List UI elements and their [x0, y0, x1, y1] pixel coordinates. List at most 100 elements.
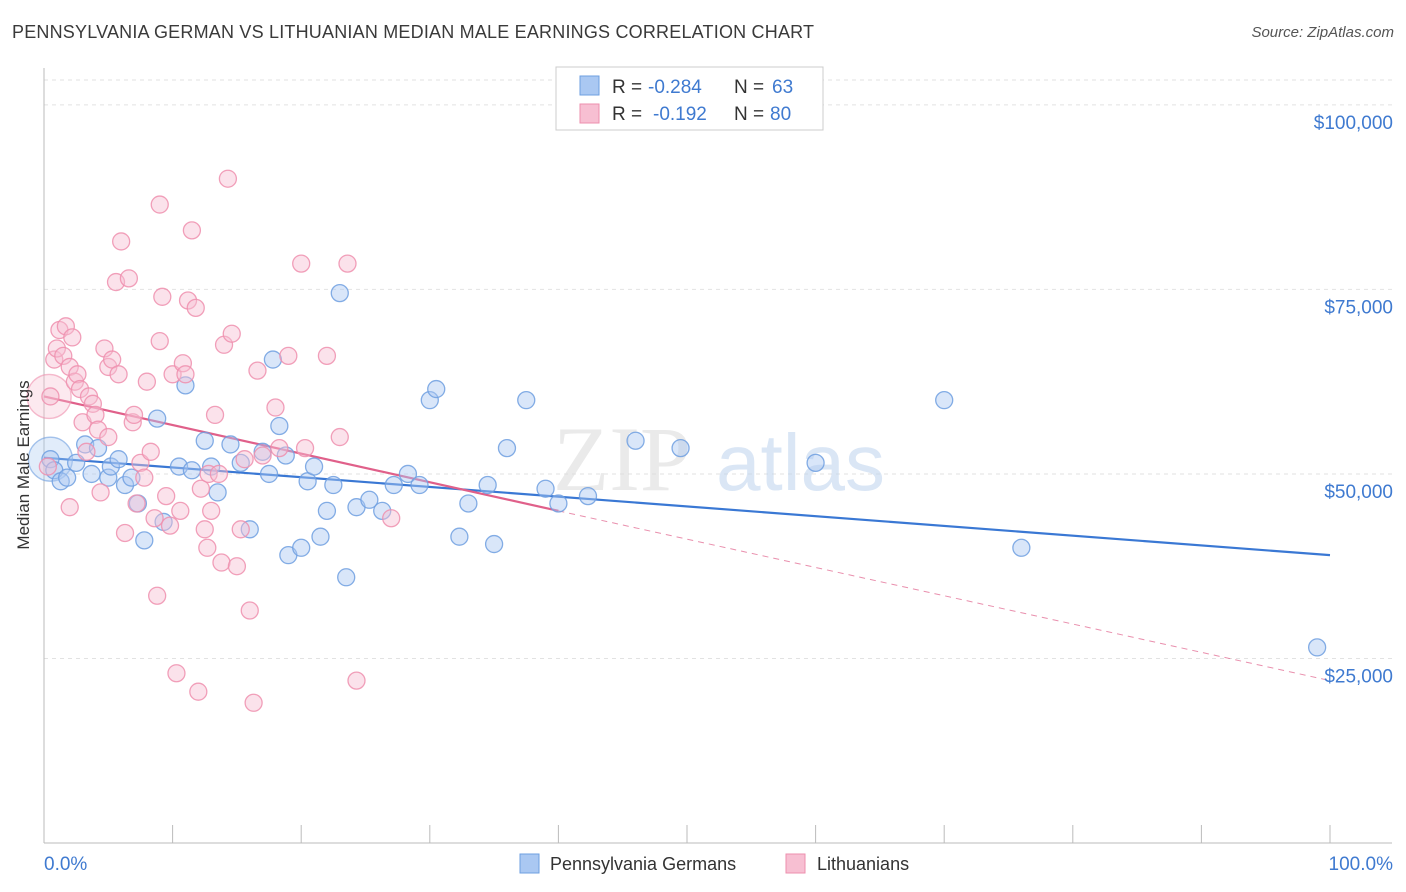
y-tick-label: $25,000 [1324, 666, 1393, 687]
pink-point [176, 365, 195, 384]
pink-point [127, 494, 146, 513]
pink-point [347, 671, 366, 690]
pink-point [141, 442, 160, 461]
blue-point [311, 527, 330, 546]
pink-point [244, 693, 263, 712]
x-tick-label: 0.0% [44, 854, 87, 875]
pink-point [56, 317, 76, 336]
blue-point [478, 475, 497, 495]
pink-point [382, 509, 401, 528]
blue-point [450, 527, 469, 546]
legend-n-value-2: 80 [770, 104, 791, 125]
watermark-atlas: atlas [716, 418, 885, 507]
pink-point [212, 553, 231, 572]
x-tick-labels: 0.0% 100.0% [44, 854, 1393, 875]
series-legend-label-pink: Lithuanians [817, 854, 909, 874]
legend-r-label-1: R = [612, 77, 642, 98]
legend-r-value-1: -0.284 [648, 77, 702, 98]
pink-point [83, 394, 103, 413]
pink-point [77, 442, 96, 461]
pink-point [115, 523, 135, 543]
chart-title: PENNSYLVANIA GERMAN VS LITHUANIAN MEDIAN… [12, 22, 815, 42]
pink-point [160, 516, 180, 535]
pink-point [150, 195, 169, 214]
pink-point [222, 324, 241, 343]
blue-point [398, 464, 418, 484]
blue-point [427, 379, 446, 399]
pink-point [173, 354, 193, 373]
legend-n-label-2: N = [734, 104, 764, 125]
blue-point [806, 453, 825, 473]
pink-point [41, 387, 60, 406]
blue-point [935, 390, 954, 410]
pink-point [338, 254, 357, 273]
series-legend-swatch-blue [519, 853, 540, 874]
blue-point [195, 431, 214, 450]
pink-point [227, 557, 247, 576]
y-tick-label: $100,000 [1314, 113, 1393, 134]
legend-r-label-2: R = [612, 104, 642, 125]
pink-point [38, 457, 58, 476]
legend: R = -0.284 N = 63 R = -0.192 N = 80 [555, 66, 824, 131]
blue-point [82, 464, 101, 484]
pink-point [150, 331, 169, 351]
blue-point [459, 494, 478, 513]
pink-point [109, 365, 128, 384]
blue-point [1307, 638, 1327, 657]
pink-point [209, 464, 229, 484]
blue-point [317, 501, 337, 521]
grid-lines [44, 79, 1392, 659]
pink-point [119, 269, 139, 288]
blue-point [202, 457, 221, 476]
blue-point [270, 416, 289, 436]
y-tick-label: $50,000 [1324, 482, 1393, 503]
trend-lines [43, 395, 1331, 682]
series-legend-label-blue: Pennsylvania Germans [550, 854, 736, 874]
pink-point [270, 438, 289, 458]
trend-line-pink [43, 395, 559, 512]
data-points [26, 169, 1327, 712]
blue-point [109, 450, 128, 469]
legend-swatch-blue [579, 75, 600, 96]
blue-point [99, 468, 118, 487]
pink-point [153, 287, 172, 306]
watermark: ZIP atlas [553, 408, 885, 510]
pink-point [292, 254, 311, 273]
pink-point [47, 339, 67, 358]
pink-point [248, 361, 267, 380]
pink-point [202, 501, 221, 521]
blue-point-large [27, 436, 74, 482]
pink-point [171, 501, 190, 521]
pink-point [191, 479, 211, 498]
pink-point [124, 405, 144, 425]
pink-point [88, 420, 108, 439]
blue-point [182, 461, 202, 480]
blue-point [324, 475, 343, 495]
pink-point [253, 446, 272, 465]
blue-point [263, 350, 283, 369]
blue-point [578, 486, 598, 506]
pink-point [189, 682, 208, 701]
pink-point [186, 298, 205, 318]
pink-point [68, 365, 87, 384]
series-legend: Pennsylvania Germans Lithuanians [519, 853, 909, 874]
x-tick-label: 100.0% [1329, 854, 1394, 875]
blue-point [208, 483, 227, 502]
pink-point [205, 405, 225, 425]
blue-point [626, 431, 645, 450]
pink-point [60, 498, 79, 517]
source-label: Source: ZipAtlas.com [1251, 24, 1394, 41]
trend-line-pink-extension [558, 510, 1331, 682]
trend-line-blue [43, 456, 1331, 557]
blue-point [135, 531, 154, 550]
pink-point [112, 232, 131, 251]
blue-point [337, 568, 356, 587]
pink-point [148, 586, 167, 605]
pink-point [240, 601, 259, 620]
pink-point [198, 538, 217, 557]
blue-point [57, 468, 77, 487]
pink-point [235, 450, 254, 469]
blue-point [536, 479, 555, 498]
pink-point [137, 372, 157, 391]
